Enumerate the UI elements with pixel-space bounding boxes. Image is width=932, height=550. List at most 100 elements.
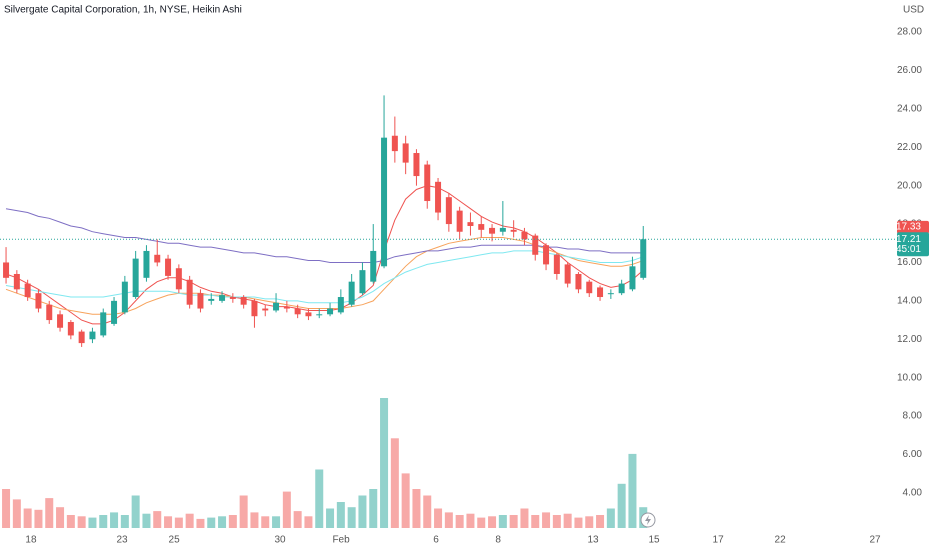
volume-bar xyxy=(164,516,173,528)
candle-body xyxy=(456,210,463,232)
price-marker-box xyxy=(897,220,929,234)
volume-bar xyxy=(552,515,561,528)
volume-bar xyxy=(358,495,367,528)
candle-body xyxy=(489,227,496,234)
volume-bar xyxy=(120,515,129,528)
volume-bar xyxy=(272,516,281,528)
candle-body xyxy=(413,153,420,177)
candle-body xyxy=(132,258,139,298)
lightning-icon[interactable] xyxy=(640,512,656,528)
candle-body xyxy=(629,266,636,290)
volume-bar xyxy=(239,495,248,528)
candle-body xyxy=(586,281,593,294)
y-tick-label: 8.00 xyxy=(903,411,923,422)
candle-body xyxy=(208,298,215,301)
candle-body xyxy=(478,224,485,230)
candle-body xyxy=(597,287,604,298)
volume-bar xyxy=(509,515,518,528)
x-tick-label: 15 xyxy=(648,535,660,546)
volume-bar xyxy=(455,515,464,528)
currency-label: USD xyxy=(903,5,924,16)
candle-body xyxy=(499,227,506,232)
candle-body xyxy=(305,312,312,317)
y-tick-label: 12.00 xyxy=(897,334,922,345)
volume-bar xyxy=(207,517,216,528)
volume-bar xyxy=(304,516,313,528)
candle-body xyxy=(316,314,323,316)
volume-bar xyxy=(488,516,497,528)
volume-bar xyxy=(293,511,302,528)
volume-bar xyxy=(88,517,97,528)
volume-bar xyxy=(401,473,410,528)
volume-bar xyxy=(45,498,54,528)
volume-bar xyxy=(250,512,259,528)
candle-body xyxy=(607,293,614,295)
y-tick-label: 22.00 xyxy=(897,142,922,153)
candle-body xyxy=(381,137,388,267)
y-tick-label: 26.00 xyxy=(897,65,922,76)
candle-body xyxy=(348,281,355,305)
candle-body xyxy=(89,331,96,340)
candle-body xyxy=(510,229,517,232)
candle-body xyxy=(553,254,560,274)
candle-body xyxy=(543,245,550,265)
price-marker-box xyxy=(897,232,929,257)
volume-bar xyxy=(282,491,291,528)
candle-body xyxy=(532,235,539,255)
candle-body xyxy=(521,231,528,240)
candle-body xyxy=(100,312,107,336)
volume-bar xyxy=(77,516,86,528)
volume-bar xyxy=(185,513,194,528)
candle-body xyxy=(3,262,10,278)
candle-body xyxy=(294,308,301,315)
x-tick-label: 22 xyxy=(775,535,787,546)
volume-bar xyxy=(390,438,399,528)
candle-body xyxy=(240,297,247,305)
volume-bar xyxy=(434,508,443,528)
volume-bar xyxy=(110,512,119,528)
x-tick-label: 8 xyxy=(495,535,501,546)
x-tick-label: Feb xyxy=(332,535,350,546)
candle-body xyxy=(46,304,53,321)
volume-bar xyxy=(466,513,475,528)
volume-bar xyxy=(131,495,140,528)
y-tick-label: 6.00 xyxy=(903,449,923,460)
x-tick-label: 23 xyxy=(116,535,128,546)
candle-body xyxy=(640,239,647,278)
candle-body xyxy=(283,306,290,309)
candle-body xyxy=(121,281,128,313)
volume-bar xyxy=(520,508,529,528)
candle-body xyxy=(175,268,182,290)
candle-body xyxy=(57,314,64,328)
volume-bar xyxy=(336,502,345,528)
volume-bar xyxy=(196,518,205,528)
volume-bar xyxy=(2,489,11,528)
volume-bar xyxy=(228,515,237,528)
volume-bar xyxy=(315,469,324,528)
x-tick-label: 13 xyxy=(587,535,599,546)
candle-body xyxy=(165,258,172,276)
volume-bar xyxy=(617,483,626,528)
volume-bar xyxy=(56,507,65,528)
candle-body xyxy=(337,297,344,313)
volume-bar xyxy=(563,513,572,528)
x-tick-label: 27 xyxy=(869,535,881,546)
candle-body xyxy=(273,302,280,311)
volume-bar xyxy=(99,515,108,528)
candle-body xyxy=(251,300,258,317)
volume-bar xyxy=(347,507,356,528)
candle-body xyxy=(391,135,398,152)
volume-bar xyxy=(628,453,637,528)
candle-body xyxy=(575,273,582,290)
volume-bar xyxy=(596,515,605,528)
candle-body xyxy=(24,283,31,298)
candle-body xyxy=(35,293,42,309)
candle-body xyxy=(111,300,118,324)
candle-body xyxy=(445,197,452,225)
candle-body xyxy=(402,143,409,163)
candle-body xyxy=(186,279,193,305)
candle-body xyxy=(424,164,431,202)
candle-body xyxy=(435,181,442,213)
volume-bar xyxy=(498,515,507,528)
